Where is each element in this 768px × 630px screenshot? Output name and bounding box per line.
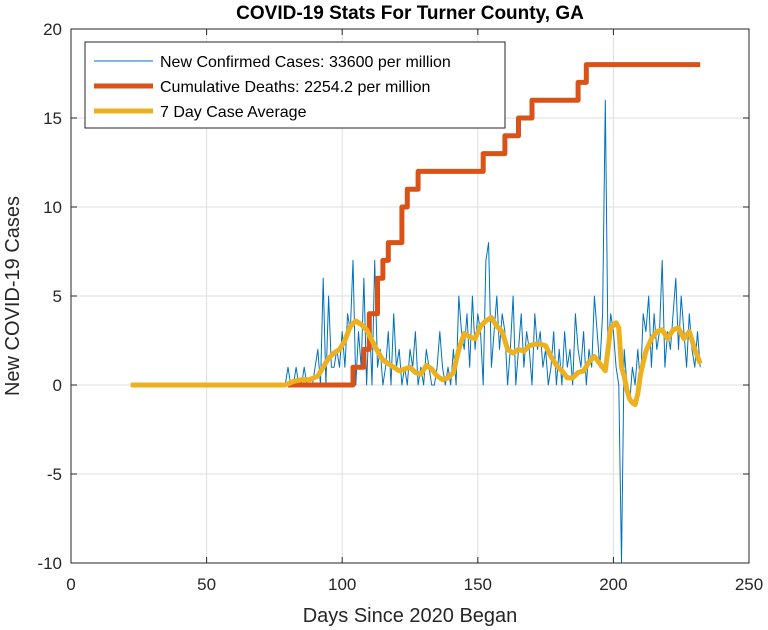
- y-tick-label: 0: [53, 376, 62, 395]
- x-tick-label: 0: [66, 575, 75, 594]
- x-tick-label: 50: [197, 575, 216, 594]
- legend: New Confirmed Cases: 33600 per million Cu…: [84, 41, 506, 129]
- legend-label-1: New Confirmed Cases: 33600 per million: [160, 54, 451, 71]
- y-tick-label: -5: [47, 465, 62, 484]
- x-tick-label: 150: [464, 575, 492, 594]
- legend-box: [84, 41, 506, 129]
- y-tick-label: -10: [37, 554, 62, 573]
- legend-label-3: 7 Day Case Average: [160, 104, 307, 121]
- y-tick-label: 15: [43, 109, 62, 128]
- x-tick-label: 200: [599, 575, 627, 594]
- series-line-3: [130, 314, 703, 408]
- x-tick-label: 100: [328, 575, 356, 594]
- y-axis-label: New COVID-19 Cases: [2, 196, 24, 396]
- series-line-2: [288, 62, 701, 388]
- x-tick-label: 250: [735, 575, 763, 594]
- plot-area: [130, 62, 703, 564]
- series-line-1: [130, 99, 701, 564]
- x-axis-label: Days Since 2020 Began: [303, 605, 518, 627]
- legend-label-2: Cumulative Deaths: 2254.2 per million: [160, 79, 430, 96]
- y-tick-label: 20: [43, 20, 62, 39]
- y-tick-label: 10: [43, 198, 62, 217]
- chart-title: COVID-19 Stats For Turner County, GA: [236, 3, 584, 24]
- axes: 0 50 100 150 200 250 -10 -5 0 5 10 15 20: [37, 20, 763, 594]
- y-tick-label: 5: [53, 287, 62, 306]
